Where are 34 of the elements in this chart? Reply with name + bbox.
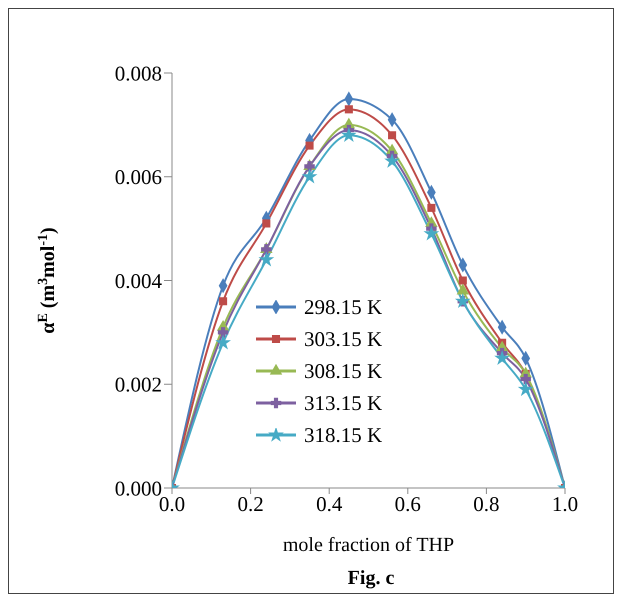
point: [216, 336, 230, 349]
legend-label: 303.15 K: [304, 326, 382, 353]
x-tick-label: 0.2: [237, 492, 264, 516]
point: [262, 219, 270, 228]
y-tick-label: 0.008: [114, 61, 162, 86]
legend-label: 308.15 K: [304, 358, 382, 385]
point: [424, 226, 438, 240]
x-tick-label: 0.6: [394, 492, 421, 516]
y-tick-label: 0.006: [114, 165, 162, 190]
point: [219, 297, 228, 306]
y-tick-label: 0.004: [114, 268, 162, 293]
point: [518, 382, 533, 396]
legend-label: 298.15 K: [304, 294, 382, 321]
point: [495, 351, 509, 364]
point: [458, 276, 467, 285]
point: [342, 128, 356, 142]
x-tick-label: 1.0: [552, 492, 578, 516]
point: [388, 131, 396, 140]
point: [427, 204, 436, 212]
point: [306, 142, 314, 150]
x-tick-label: 0.8: [473, 492, 500, 516]
point: [259, 252, 274, 266]
point: [456, 284, 469, 294]
point: [302, 170, 316, 183]
x-axis-title: mole fraction of THP: [282, 534, 454, 556]
point: [218, 327, 228, 338]
legend-label: 313.15 K: [304, 390, 382, 417]
text: Fig. c: [346, 567, 396, 590]
point: [520, 374, 531, 384]
point: [344, 105, 353, 114]
point: [385, 154, 399, 168]
y-tick-label: 0.002: [114, 372, 162, 397]
legend-label: 318.15 K: [304, 422, 382, 449]
x-tick-label: 0.4: [316, 492, 343, 516]
